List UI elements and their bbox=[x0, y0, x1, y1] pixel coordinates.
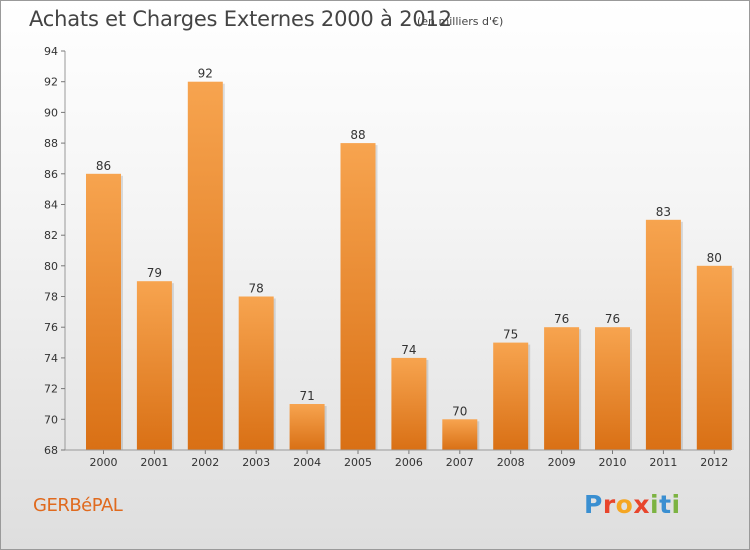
y-tick-label: 92 bbox=[44, 76, 58, 89]
y-tick-label: 86 bbox=[44, 168, 58, 181]
x-tick-label: 2007 bbox=[446, 456, 474, 469]
x-tick-label: 2004 bbox=[293, 456, 321, 469]
y-tick-label: 72 bbox=[44, 383, 58, 396]
logo-letter: r bbox=[602, 490, 616, 519]
chart-subtitle: (en milliers d'€) bbox=[417, 15, 504, 28]
bar-value-label: 86 bbox=[96, 159, 111, 173]
bar-value-label: 70 bbox=[452, 404, 467, 418]
bar bbox=[136, 281, 172, 450]
bar-value-label: 92 bbox=[198, 67, 213, 81]
chart-title: Achats et Charges Externes 2000 à 2012 bbox=[29, 7, 452, 31]
y-tick-label: 88 bbox=[44, 137, 58, 150]
bar bbox=[86, 173, 121, 451]
logo-letter: i bbox=[650, 490, 660, 519]
bar bbox=[340, 143, 376, 450]
logo-letter: i bbox=[671, 490, 681, 519]
logo-letter: o bbox=[615, 490, 634, 519]
bar-value-label: 76 bbox=[605, 312, 620, 326]
x-tick-label: 2011 bbox=[649, 456, 677, 469]
x-tick-label: 2010 bbox=[599, 456, 627, 469]
y-tick-label: 76 bbox=[44, 321, 58, 334]
bar-value-label: 80 bbox=[707, 251, 722, 265]
bar bbox=[645, 219, 681, 450]
bar bbox=[391, 357, 427, 450]
y-tick-label: 74 bbox=[44, 352, 58, 365]
bar-value-label: 78 bbox=[249, 282, 264, 296]
x-tick-label: 2001 bbox=[140, 456, 168, 469]
x-tick-label: 2005 bbox=[344, 456, 372, 469]
bar bbox=[544, 327, 580, 450]
y-tick-label: 78 bbox=[44, 291, 58, 304]
bar-value-label: 74 bbox=[401, 343, 416, 357]
x-tick-label: 2008 bbox=[497, 456, 525, 469]
x-tick-label: 2012 bbox=[700, 456, 728, 469]
logo-letter: x bbox=[633, 490, 650, 519]
x-tick-label: 2002 bbox=[191, 456, 219, 469]
bar bbox=[442, 419, 478, 450]
x-tick-label: 2003 bbox=[242, 456, 270, 469]
logo-letter: P bbox=[584, 490, 603, 519]
y-tick-label: 94 bbox=[44, 45, 58, 58]
bar-value-label: 71 bbox=[299, 389, 314, 403]
bar-value-label: 75 bbox=[503, 328, 518, 342]
bar-value-label: 83 bbox=[656, 205, 671, 219]
bar bbox=[696, 265, 732, 450]
bar bbox=[238, 296, 274, 450]
bar bbox=[289, 404, 325, 450]
x-tick-label: 2009 bbox=[548, 456, 576, 469]
y-tick-label: 82 bbox=[44, 229, 58, 242]
logo-letter: t bbox=[659, 490, 672, 519]
proxiti-logo: Proxiti bbox=[584, 490, 681, 519]
y-tick-label: 90 bbox=[44, 106, 58, 119]
bar bbox=[187, 81, 223, 450]
bar-value-label: 76 bbox=[554, 312, 569, 326]
y-tick-label: 70 bbox=[44, 413, 58, 426]
bar-value-label: 79 bbox=[147, 266, 162, 280]
x-tick-label: 2006 bbox=[395, 456, 423, 469]
x-tick-label: 2000 bbox=[90, 456, 118, 469]
commune-name: GERBéPAL bbox=[33, 495, 123, 516]
bar bbox=[493, 342, 529, 450]
y-tick-label: 80 bbox=[44, 260, 58, 273]
bar-value-label: 88 bbox=[350, 128, 365, 142]
bar bbox=[595, 327, 630, 450]
y-tick-label: 68 bbox=[44, 444, 58, 457]
y-tick-label: 84 bbox=[44, 199, 58, 212]
